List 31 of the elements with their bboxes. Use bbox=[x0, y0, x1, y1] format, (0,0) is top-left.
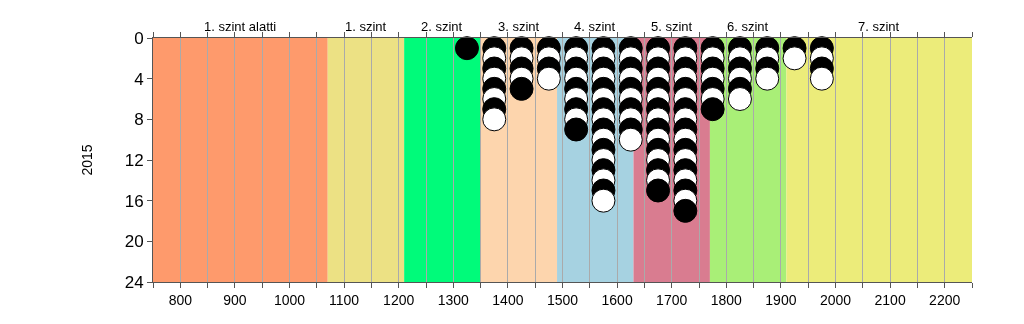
y-axis-title: 2015 bbox=[79, 144, 96, 176]
band-label: 7. szint bbox=[858, 19, 900, 34]
x-tick-label: 1100 bbox=[329, 291, 360, 308]
x-tick-label: 1800 bbox=[710, 291, 743, 308]
x-tick-label: 2200 bbox=[929, 291, 961, 308]
x-tick-label: 1300 bbox=[437, 291, 470, 308]
x-tick-label: 1700 bbox=[656, 291, 688, 308]
band-label: 3. szint bbox=[498, 19, 540, 34]
band-label: 5. szint bbox=[651, 19, 693, 34]
x-tick-label: 900 bbox=[223, 291, 247, 308]
band-label: 2. szint bbox=[421, 19, 463, 34]
x-tick-label: 1200 bbox=[383, 291, 415, 308]
y-tick-label: 16 bbox=[124, 191, 144, 211]
x-tick-label: 1000 bbox=[273, 291, 306, 308]
band-label: 1. szint bbox=[345, 19, 387, 34]
y-tick-label: 8 bbox=[134, 110, 144, 130]
band-label: 6. szint bbox=[727, 19, 769, 34]
y-tick-label: 4 bbox=[134, 69, 144, 89]
x-tick-label: 2100 bbox=[874, 291, 906, 308]
y-tick-label: 12 bbox=[124, 150, 144, 170]
y-tick-label: 0 bbox=[134, 28, 144, 48]
band-label: 1. szint alatti bbox=[204, 19, 277, 34]
x-tick-label: 800 bbox=[168, 291, 193, 308]
x-tick-label: 2000 bbox=[819, 291, 852, 308]
band-label: 4. szint bbox=[574, 19, 616, 34]
x-tick-label: 1900 bbox=[765, 291, 797, 308]
x-tick-label: 1600 bbox=[601, 291, 633, 308]
y-tick-label: 20 bbox=[124, 232, 144, 252]
x-tick-label: 1400 bbox=[492, 291, 524, 308]
x-tick-label: 1500 bbox=[546, 291, 579, 308]
y-tick-label: 24 bbox=[124, 272, 144, 292]
